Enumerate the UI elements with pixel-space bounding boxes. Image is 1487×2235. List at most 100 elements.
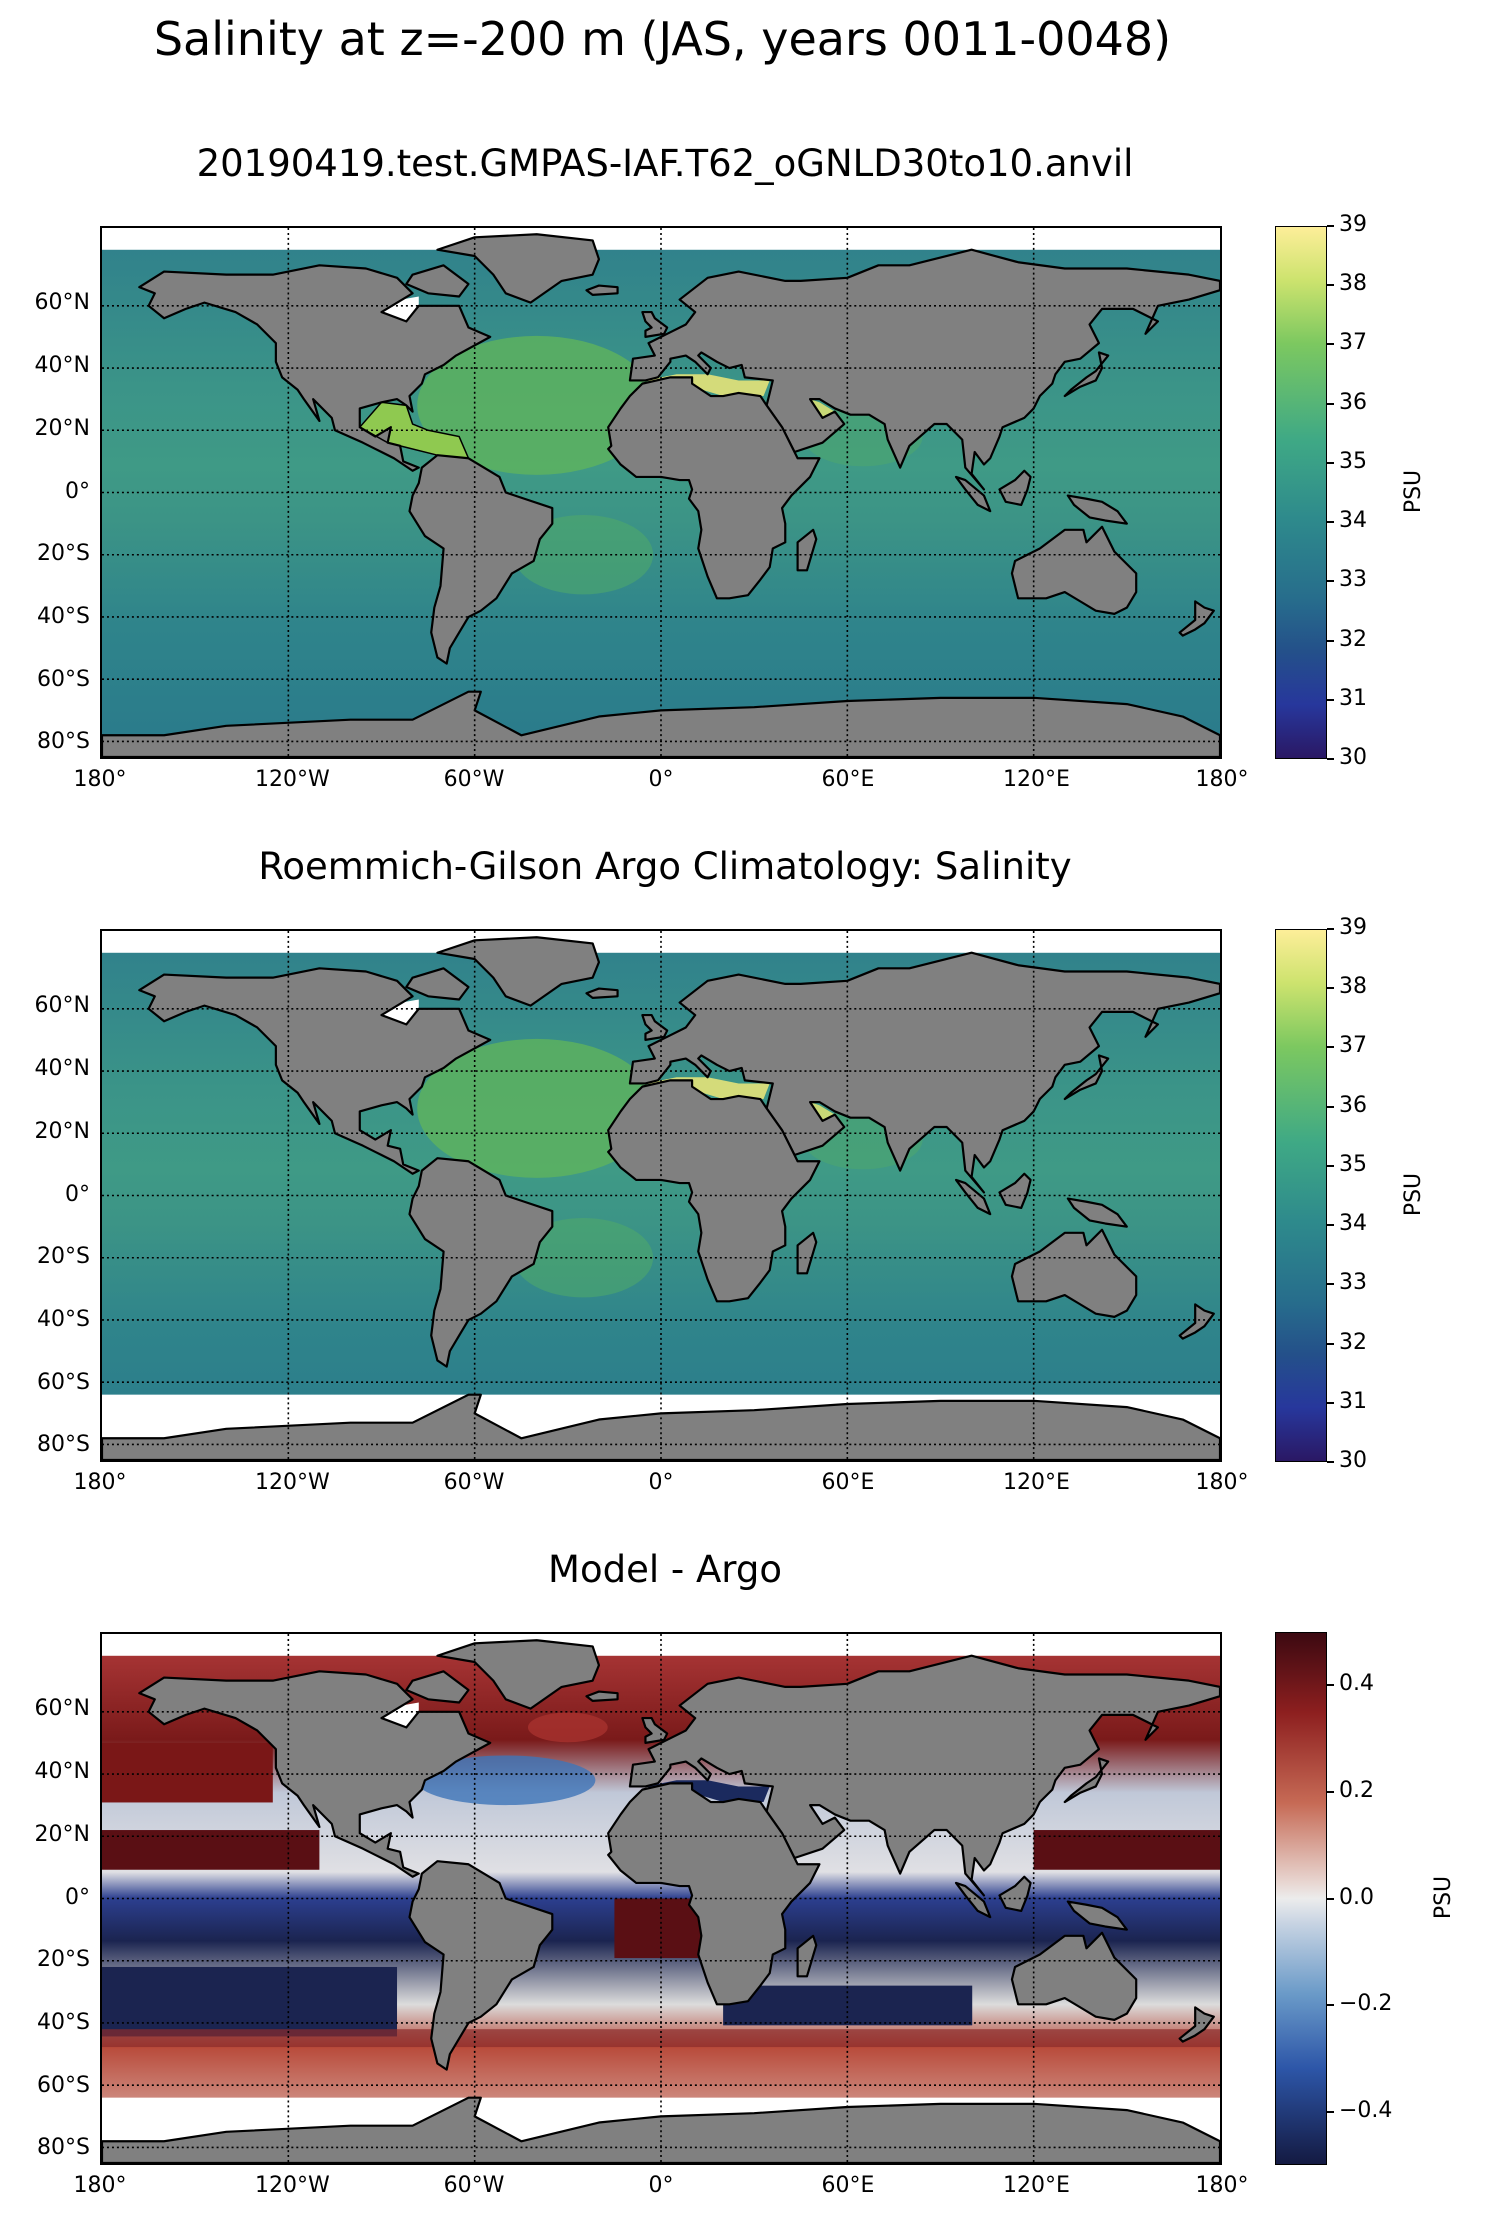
lon-tick-label: 180° [1195,1470,1249,1495]
colorbar-tick-label: 37 [1339,1033,1367,1059]
colorbar-tick [1327,698,1334,701]
colorbar-tick-label: 35 [1339,448,1367,474]
lon-tick-label: 180° [73,2173,127,2198]
lat-tick-label: 0° [65,1181,90,1207]
lon-tick-label: 180° [73,1470,127,1495]
lon-tick-label: 0° [648,2173,674,2198]
colorbar-tick-label: 36 [1339,1092,1367,1118]
lat-tick-label: 40°N [34,1759,90,1785]
map-panel-2 [100,929,1222,1462]
lat-tick-label: 40°S [37,1306,90,1332]
lon-tick-label: 180° [1195,767,1249,792]
colorbar-tick [1327,461,1334,464]
lat-tick-label: 80°S [37,2135,90,2161]
lat-tick-label: 40°N [34,1056,90,1082]
lon-tick-label: 60°W [443,1470,505,1495]
lat-tick-label: 40°N [34,353,90,379]
colorbar-tick [1327,1283,1334,1286]
lat-tick-label: 40°S [37,603,90,629]
colorbar-tick-label: 33 [1339,567,1367,593]
colorbar-tick-label: 34 [1339,1211,1367,1237]
lat-tick-label: 60°S [37,1369,90,1395]
lat-tick-label: 40°S [37,2009,90,2035]
colorbar-tick-label: 39 [1339,915,1367,940]
lat-tick-label: 20°N [34,415,90,441]
colorbar-2 [1275,929,1327,1462]
colorbar-tick-label: 31 [1339,1388,1367,1414]
colorbar-tick-label: −0.2 [1339,1991,1393,2017]
lon-tick-label: 0° [648,767,674,792]
lon-tick-label: 60°E [821,1470,875,1495]
colorbar-tick-label: 0.4 [1339,1671,1374,1697]
colorbar-tick-label: 30 [1339,1448,1367,1473]
map-panel-3 [100,1632,1222,2165]
lon-tick-label: 60°E [821,2173,875,2198]
colorbar-tick [1327,521,1334,524]
colorbar-tick-label: 37 [1339,330,1367,356]
colorbar-tick [1327,343,1334,346]
lat-tick-label: 60°S [37,666,90,692]
colorbar-tick [1327,1342,1334,1345]
lon-tick-label: 120°W [255,767,330,792]
lat-tick-label: 0° [65,478,90,504]
colorbar-tick [1327,987,1334,990]
lon-tick-label: 120°W [255,2173,330,2198]
lat-tick-label: 80°S [37,1432,90,1458]
lat-tick-label: 0° [65,1884,90,1910]
lat-tick-label: 20°N [34,1821,90,1847]
salinity-field-2 [102,931,1220,1460]
colorbar-tick [1327,1684,1334,1687]
colorbar-tick [1327,225,1334,227]
colorbar-tick [1327,1790,1334,1793]
lon-tick-label: 60°W [443,2173,505,2198]
lat-tick-label: 20°S [37,541,90,567]
colorbar-label: PSU [1401,1172,1427,1216]
panel-title-model: 20190419.test.GMPAS-IAF.T62_oGNLD30to10.… [196,142,1134,185]
map-panel-1 [100,226,1222,759]
lon-tick-label: 120°E [1003,2173,1070,2198]
colorbar-tick [1327,1401,1334,1404]
colorbar-tick [1327,1224,1334,1227]
lat-tick-label: 60°N [34,993,90,1019]
panel-title-argo: Roemmich-Gilson Argo Climatology: Salini… [258,845,1072,888]
lat-tick-label: 20°N [34,1118,90,1144]
colorbar-tick [1327,402,1334,405]
lon-tick-label: 120°W [255,1470,330,1495]
colorbar-label: PSU [1401,469,1427,513]
colorbar-tick [1327,2110,1334,2113]
colorbar-tick [1327,1046,1334,1049]
colorbar-tick [1327,1897,1334,1900]
lat-tick-label: 20°S [37,1947,90,1973]
colorbar-tick-label: 38 [1339,974,1367,1000]
colorbar-tick [1327,639,1334,642]
colorbar-tick [1327,758,1334,760]
lat-tick-label: 60°N [34,290,90,316]
colorbar-tick [1327,580,1334,583]
colorbar-tick-label: 32 [1339,1329,1367,1355]
colorbar-1 [1275,226,1327,759]
colorbar-tick [1327,1164,1334,1167]
lat-tick-label: 60°S [37,2072,90,2098]
colorbar-tick [1327,1461,1334,1463]
colorbar-tick-label: 0.0 [1339,1884,1374,1910]
colorbar-tick-label: 30 [1339,745,1367,770]
lon-tick-label: 60°W [443,767,505,792]
salinity-field-1 [102,228,1220,757]
colorbar-tick-label: 35 [1339,1151,1367,1177]
colorbar-tick-label: 0.2 [1339,1777,1374,1803]
colorbar-tick-label: 34 [1339,508,1367,534]
colorbar-tick-label: 32 [1339,626,1367,652]
lon-tick-label: 120°E [1003,1470,1070,1495]
colorbar-tick [1327,1105,1334,1108]
lon-tick-label: 180° [73,767,127,792]
lon-tick-label: 0° [648,1470,674,1495]
figure-title: Salinity at z=-200 m (JAS, years 0011-00… [153,12,1172,66]
colorbar-tick-label: 38 [1339,271,1367,297]
panel-title-diff: Model - Argo [548,1548,782,1591]
lat-tick-label: 20°S [37,1244,90,1270]
colorbar-3 [1275,1632,1327,2165]
colorbar-tick-label: 39 [1339,212,1367,237]
colorbar-tick [1327,284,1334,287]
colorbar-tick-label: 36 [1339,389,1367,415]
colorbar-tick-label: 33 [1339,1270,1367,1296]
